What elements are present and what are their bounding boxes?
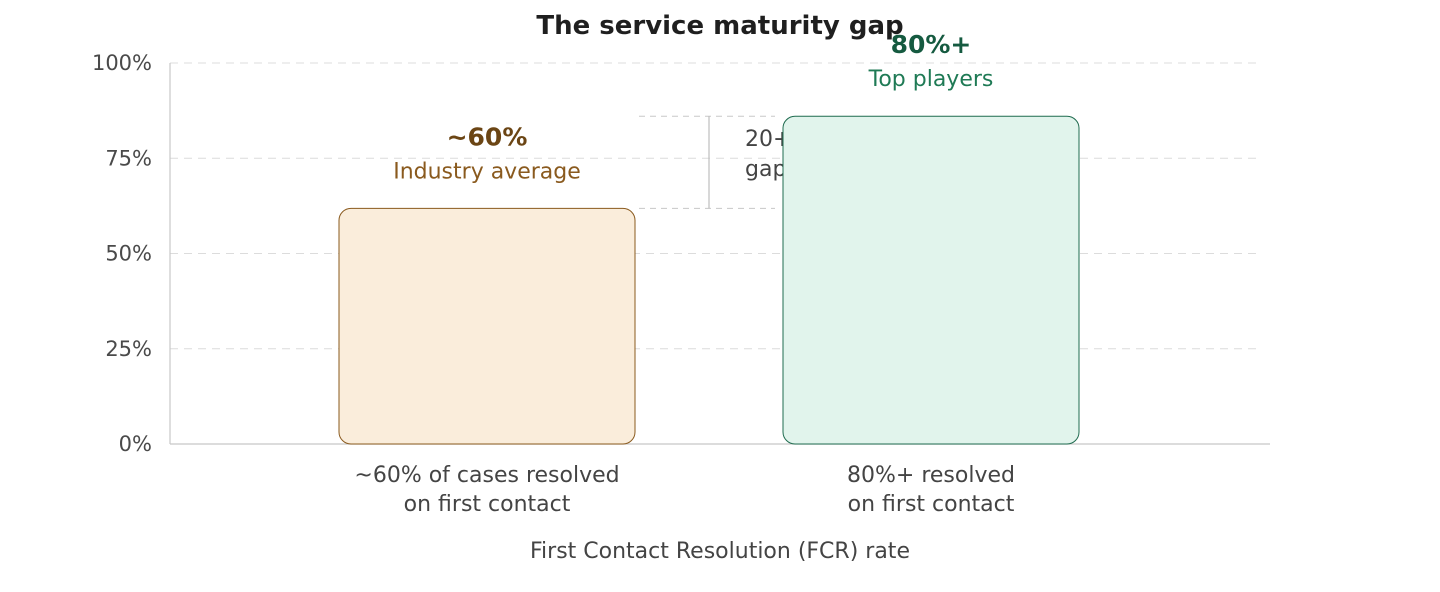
y-tick-label: 0%: [119, 432, 152, 456]
gap-annotation-text: gap: [745, 157, 786, 182]
y-axis-ticks: 0% 25% 50% 75% 100%: [92, 51, 152, 456]
y-tick-label: 50%: [105, 242, 152, 266]
bar-value-label: 80%+: [891, 30, 972, 59]
bar-top-players: [782, 115, 1080, 445]
x-tick-label: ~60% of cases resolved: [354, 463, 619, 488]
bar-industry-average: [338, 207, 636, 445]
y-tick-label: 75%: [105, 146, 152, 170]
y-tick-label: 100%: [92, 51, 152, 75]
bar-series-label: Industry average: [393, 159, 581, 184]
chart-title: The service maturity gap: [536, 11, 903, 41]
category-labels: ~60% of cases resolved on first contact 80…: [354, 463, 1015, 517]
y-tick-label: 25%: [105, 337, 152, 361]
x-tick-label: 80%+ resolved: [847, 463, 1015, 488]
bar-value-label: ~60%: [447, 122, 528, 151]
bar-series-label: Top players: [868, 67, 994, 92]
x-tick-label: on first contact: [404, 492, 571, 517]
bars: ~60% Industry average 80%+ Top players: [338, 30, 1080, 445]
x-tick-label: on first contact: [848, 492, 1015, 517]
gridlines: [170, 62, 1262, 350]
x-axis-label: First Contact Resolution (FCR) rate: [530, 539, 910, 564]
